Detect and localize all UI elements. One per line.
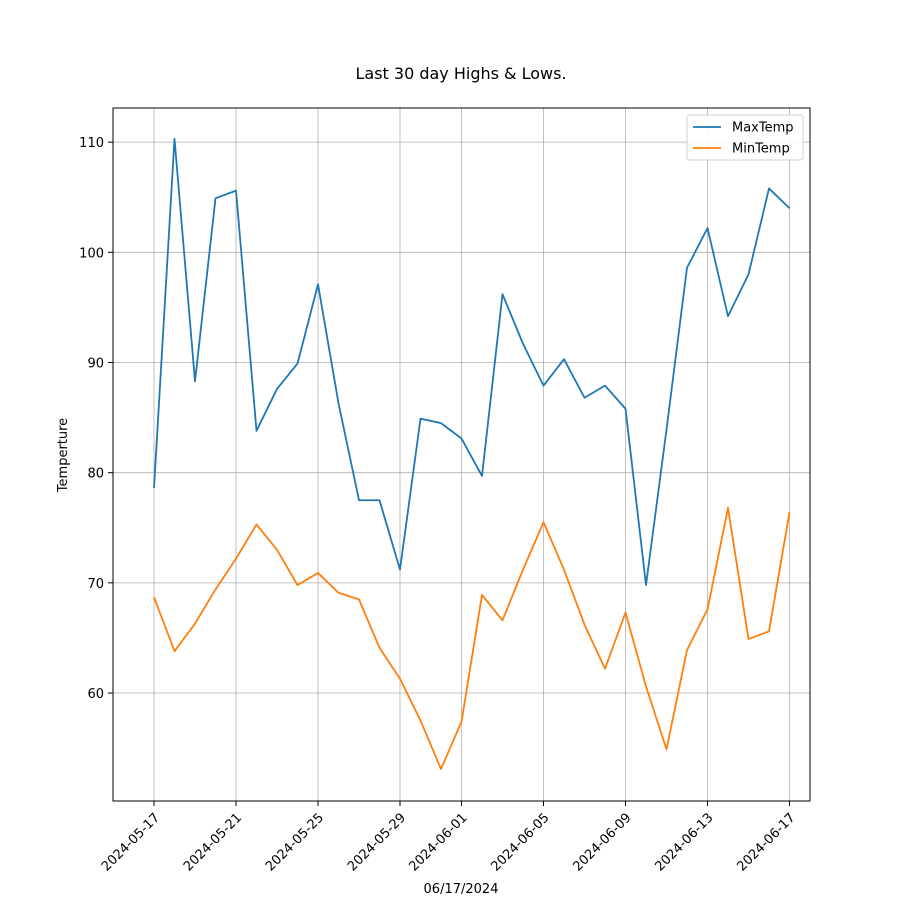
y-tick-label: 110 xyxy=(79,136,104,151)
y-tick-label: 90 xyxy=(87,357,104,372)
chart-title: Last 30 day Highs & Lows. xyxy=(355,64,566,83)
x-axis-label: 06/17/2024 xyxy=(424,882,499,897)
legend-label-mintemp: MinTemp xyxy=(732,142,790,157)
y-tick-label: 100 xyxy=(79,246,104,261)
series-line-maxtemp xyxy=(153,137,791,586)
series-layer xyxy=(153,137,791,770)
y-tick-label: 80 xyxy=(87,467,104,482)
legend: MaxTemp MinTemp xyxy=(686,114,804,161)
y-axis-label: Temperture xyxy=(56,418,71,493)
legend-label-maxtemp: MaxTemp xyxy=(732,121,794,136)
y-tick-label: 60 xyxy=(87,687,104,702)
series-line-mintemp xyxy=(153,507,791,770)
gridlines xyxy=(113,108,810,801)
y-tick-label: 70 xyxy=(87,577,104,592)
